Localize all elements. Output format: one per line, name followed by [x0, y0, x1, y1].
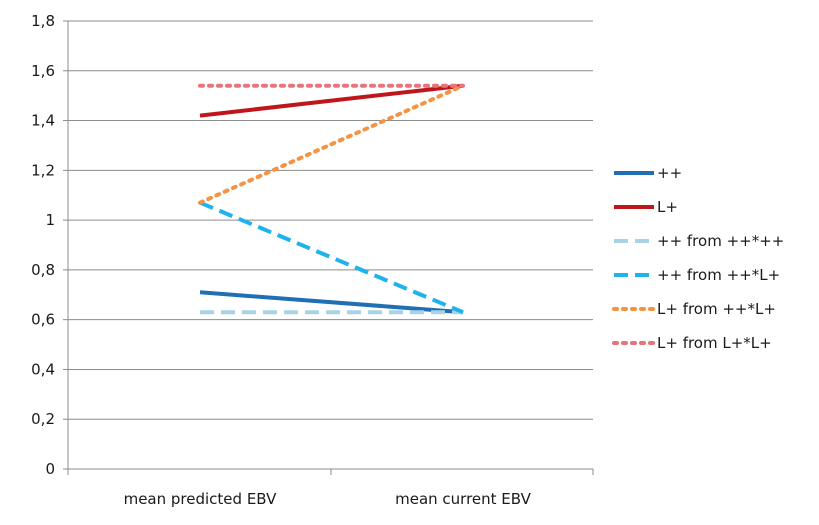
x-axis: mean predicted EBV mean current EBV — [67, 469, 594, 508]
legend-label: L+ from ++*L+ — [657, 300, 776, 318]
legend-label: ++ — [657, 164, 682, 182]
y-tick-label: 1 — [45, 211, 55, 229]
y-tick-label: 0,6 — [31, 311, 55, 329]
y-tick-label: 1,6 — [31, 62, 55, 80]
y-tick-label: 1,4 — [31, 112, 55, 130]
series-line — [198, 83, 465, 205]
series-lines — [198, 83, 465, 315]
legend-label: ++ from ++*L+ — [657, 266, 780, 284]
y-tick-label: 0,8 — [31, 261, 55, 279]
series-line — [199, 200, 464, 315]
legend: ++ L+ ++ from ++*++ ++ from ++*L+ L+ from ++… — [612, 164, 784, 352]
legend-label: L+ — [657, 198, 678, 216]
series-line — [199, 83, 464, 118]
y-tick-label: 0 — [45, 460, 55, 478]
series-line — [199, 290, 464, 315]
y-tick-label: 1,2 — [31, 161, 55, 179]
x-tick-label: mean current EBV — [395, 490, 531, 508]
y-tick-label: 1,8 — [31, 12, 55, 30]
y-tick-label: 0,2 — [31, 410, 55, 428]
gridlines — [68, 20, 593, 470]
legend-label: L+ from L+*L+ — [657, 334, 772, 352]
y-tick-label: 0,4 — [31, 360, 55, 378]
y-axis: 0 0,2 0,4 0,6 0,8 1 1,2 1,4 1,6 1,8 — [31, 12, 69, 478]
x-tick-label: mean predicted EBV — [124, 490, 278, 508]
legend-label: ++ from ++*++ — [657, 232, 784, 250]
